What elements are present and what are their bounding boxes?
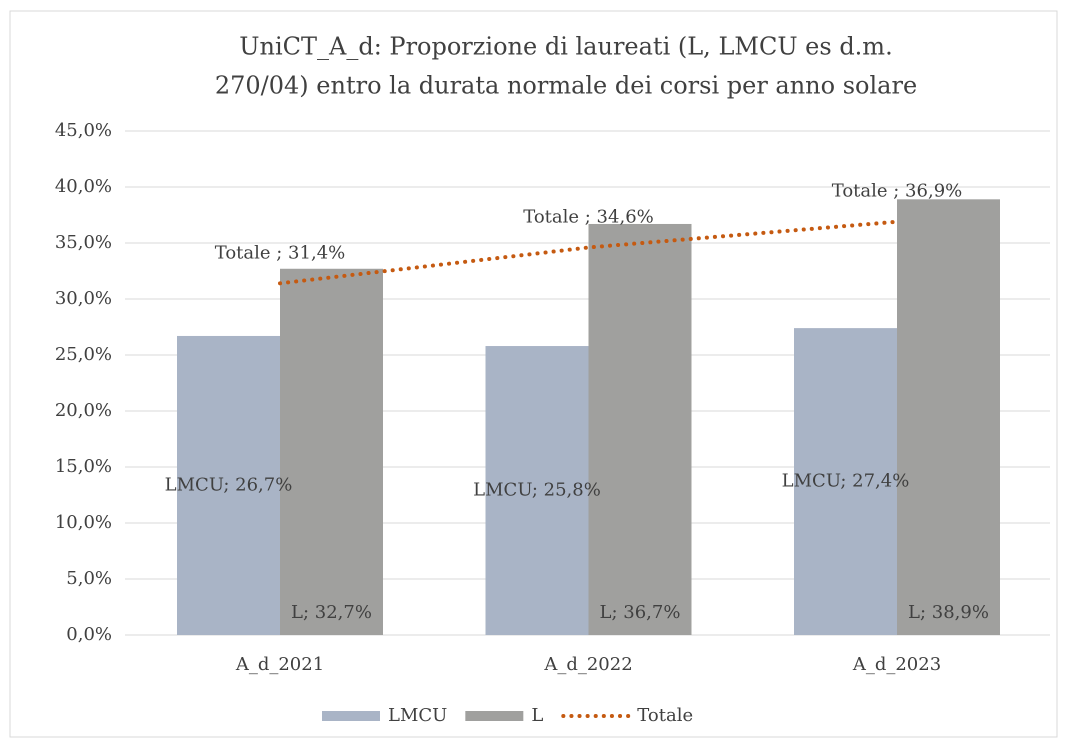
chart-title: UniCT_A_d: Proporzione di laureati (L, L… [239, 33, 892, 61]
data-label: Totale ; 31,4% [215, 242, 346, 263]
data-label: Totale ; 34,6% [523, 206, 654, 227]
data-label: L; 36,7% [600, 602, 681, 623]
y-tick-label: 40,0% [55, 176, 112, 197]
y-tick-label: 25,0% [55, 344, 112, 365]
x-tick-label: A_d_2022 [543, 654, 632, 675]
bar [177, 335, 280, 635]
data-label: Totale ; 36,9% [832, 181, 963, 202]
y-tick-label: 35,0% [55, 232, 112, 253]
data-label: LMCU; 25,8% [473, 480, 601, 501]
legend-swatch [322, 711, 380, 721]
bar [897, 199, 1000, 635]
data-label: LMCU; 27,4% [782, 471, 910, 492]
x-tick-label: A_d_2021 [235, 654, 324, 675]
data-label: L; 32,7% [291, 602, 372, 623]
data-label: L; 38,9% [908, 602, 989, 623]
bar [280, 268, 383, 635]
y-tick-label: 45,0% [55, 120, 112, 141]
y-tick-label: 5,0% [66, 568, 112, 589]
bar [794, 328, 897, 635]
y-tick-label: 10,0% [55, 512, 112, 533]
data-label: LMCU; 26,7% [165, 474, 293, 495]
y-tick-label: 0,0% [66, 624, 112, 645]
legend-swatch [465, 711, 524, 721]
y-tick-label: 15,0% [55, 456, 112, 477]
legend-label: L [531, 705, 543, 726]
line [278, 219, 899, 286]
legend-label: LMCU [388, 705, 447, 726]
y-tick-label: 20,0% [55, 400, 112, 421]
x-tick-label: A_d_2023 [852, 654, 941, 675]
bar [588, 223, 692, 635]
legend-label: Totale [637, 705, 693, 726]
bar [485, 346, 589, 635]
chart-title: 270/04) entro la durata normale dei cors… [215, 72, 917, 100]
y-tick-label: 30,0% [55, 288, 112, 309]
